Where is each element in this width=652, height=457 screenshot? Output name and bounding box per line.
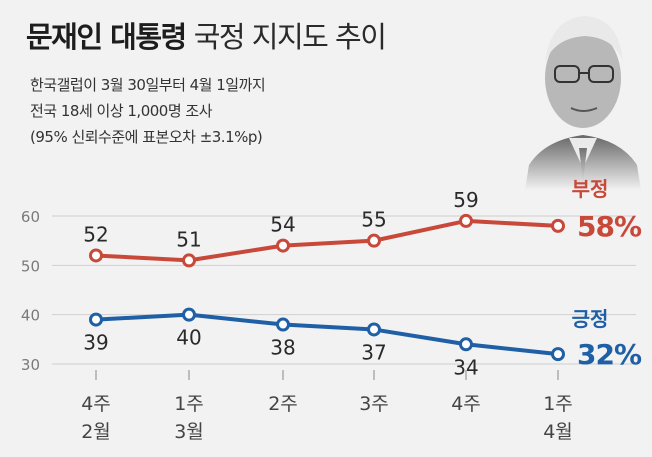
data-label: 38 xyxy=(270,336,295,360)
data-label: 51 xyxy=(176,227,201,251)
x-tick-label: 2주 xyxy=(268,393,298,415)
data-point xyxy=(89,312,103,327)
x-tick-label: 4주 xyxy=(451,393,481,415)
data-label: 40 xyxy=(176,326,201,350)
title-light: 국정 지지도 추이 xyxy=(193,20,387,54)
end-value-label: 32% xyxy=(577,338,642,371)
subtitle-line-2: 전국 18세 이상 1,000명 조사 xyxy=(30,102,213,120)
data-point xyxy=(367,233,381,248)
y-tick-label: 40 xyxy=(21,307,40,325)
x-tick-label: 2월 xyxy=(81,421,111,443)
y-tick-label: 50 xyxy=(21,257,40,275)
end-value-label: 58% xyxy=(577,210,642,243)
chart-title: 문재인 대통령 국정 지지도 추이 xyxy=(26,14,387,56)
x-tick-label: 3월 xyxy=(174,421,204,443)
president-portrait-icon xyxy=(515,16,652,190)
x-tick-label: 4월 xyxy=(543,421,573,443)
x-tick-label: 3주 xyxy=(359,393,389,415)
data-point xyxy=(551,347,565,362)
data-point xyxy=(367,322,381,337)
data-label: 39 xyxy=(83,331,108,355)
x-tick-label: 4주 xyxy=(81,393,111,415)
series-name-label: 부정 xyxy=(572,177,609,201)
data-point xyxy=(276,317,290,332)
series-line-1 xyxy=(95,312,559,357)
data-point xyxy=(89,248,103,263)
data-point xyxy=(459,337,473,352)
data-label: 54 xyxy=(270,213,295,237)
data-label: 55 xyxy=(361,208,386,232)
y-tick-label: 60 xyxy=(21,208,40,226)
title-bold: 문재인 대통령 xyxy=(26,20,187,54)
data-point xyxy=(182,253,196,268)
x-tick-label: 1주 xyxy=(174,393,204,415)
subtitle-line-3: (95% 신뢰수준에 표본오차 ±3.1%p) xyxy=(30,128,263,146)
data-point xyxy=(551,218,565,233)
x-tick-label: 1주 xyxy=(543,393,573,415)
data-label: 34 xyxy=(453,355,478,379)
data-point xyxy=(182,307,196,322)
data-label: 52 xyxy=(83,222,108,246)
data-label: 37 xyxy=(361,340,386,364)
data-point xyxy=(459,213,473,228)
series-line-0 xyxy=(95,218,559,263)
series-name-label: 긍정 xyxy=(572,307,609,331)
data-point xyxy=(276,238,290,253)
subtitle-line-1: 한국갤럽이 3월 30일부터 4월 1일까지 xyxy=(30,76,266,94)
data-label: 59 xyxy=(453,188,478,212)
y-tick-label: 30 xyxy=(21,356,40,374)
